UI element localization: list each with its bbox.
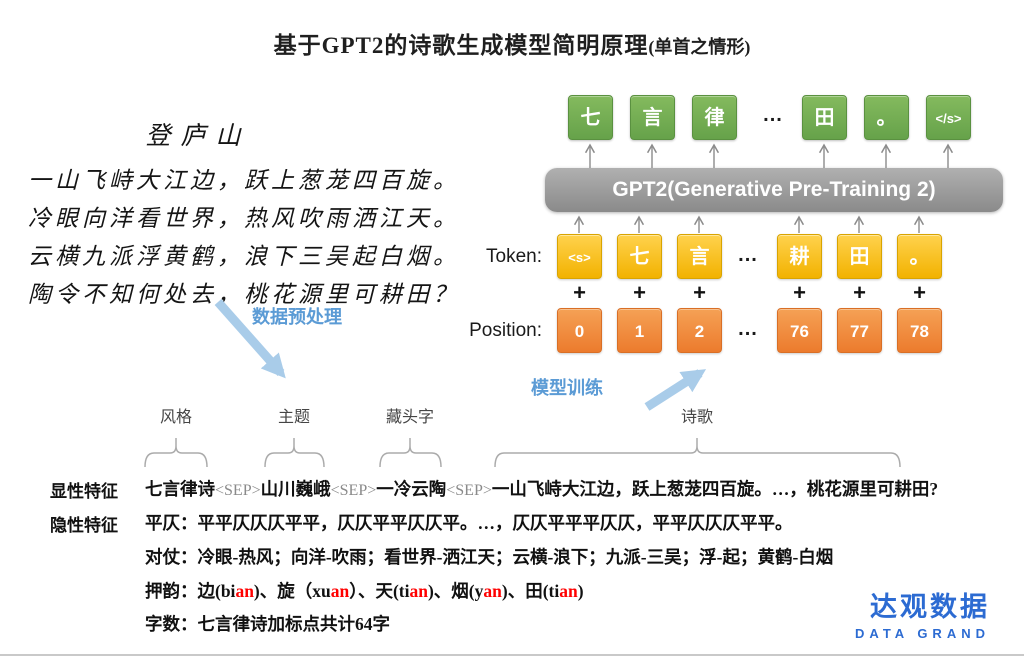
yayun-segment: 边(bi (197, 581, 236, 601)
output-token-box: 律 (692, 95, 737, 140)
brace-label-acrostic: 藏头字 (385, 409, 434, 426)
yayun-segment: )、田(ti (501, 581, 560, 601)
duizhang-row: 对仗：冷眼-热风；向洋-吹雨；看世界-洒江天；云横-浪下；九派-三吴；浮-起；黄… (145, 544, 1015, 569)
output-token-box: </s> (926, 95, 971, 140)
explicit-segment: 一山飞峙大江边，跃上葱茏四百旋。…，桃花源里可耕田? (491, 479, 939, 499)
yayun-row: 押韵：边(bian)、旋（xuan）、天(tian)、烟(yan)、田(tian… (145, 578, 1015, 603)
zishu-text: 七言律诗加标点共计64字 (197, 614, 391, 634)
explicit-segment: 山川巍峨 (260, 479, 331, 499)
yayun-segment: )、旋（xu (253, 581, 331, 601)
output-token-box: 七 (568, 95, 613, 140)
brace-label-poem: 诗歌 (680, 409, 713, 426)
poem-line: 一山飞峙大江边，跃上葱茏四百旋。 (28, 168, 460, 194)
ellipsis: ... (738, 318, 758, 340)
yayun-segment: )、烟(y (427, 581, 484, 601)
sep-tag: <SEP> (446, 482, 492, 499)
yayun-rhyme: an (483, 581, 502, 601)
plus-sign: + (793, 280, 806, 305)
output-token-box: 。 (864, 95, 909, 140)
duizhang-text: 冷眼-热风；向洋-吹雨；看世界-洒江天；云横-浪下；九派-三吴；浮-起；黄鹤-白… (197, 547, 834, 567)
ellipsis: ... (763, 104, 783, 126)
gpt2-model-bar: GPT2(Generative Pre-Training 2) (545, 168, 1003, 212)
output-token-box: 田 (802, 95, 847, 140)
input-token-box: 言 (677, 234, 722, 279)
position-box: 2 (677, 308, 722, 353)
yayun-segment: ）、天(ti (349, 581, 410, 601)
position-box: 0 (557, 308, 602, 353)
position-box: 76 (777, 308, 822, 353)
brace-label-style: 风格 (159, 409, 192, 426)
poem-title: 登庐山 (145, 121, 251, 150)
sep-tag: <SEP> (215, 482, 261, 499)
logo-en-text: DATA GRAND (855, 626, 990, 641)
output-token-box: 言 (630, 95, 675, 140)
up-arrow-icon (573, 215, 925, 233)
brace-icon (144, 438, 901, 468)
input-token-box: 耕 (777, 234, 822, 279)
plus-sign: + (913, 280, 926, 305)
implicit-feature-label: 隐性特征 (50, 516, 118, 535)
brace-label-theme: 主题 (277, 409, 310, 426)
input-token-box: 田 (837, 234, 882, 279)
explicit-segment: 七言律诗 (145, 479, 215, 499)
poem-line: 陶令不知何处去，桃花源里可耕田？ (28, 282, 460, 308)
input-token-box: <s> (557, 234, 602, 279)
yayun-segment: ) (577, 581, 584, 601)
slide-bottom-divider (0, 654, 1024, 656)
explicit-feature-label: 显性特征 (50, 482, 118, 501)
sep-tag: <SEP> (330, 482, 377, 499)
position-box: 77 (837, 308, 882, 353)
input-token-box: 。 (897, 234, 942, 279)
yayun-rhyme: an (235, 581, 254, 601)
yayun-label: 押韵： (145, 581, 198, 601)
plus-sign: + (693, 280, 706, 305)
ellipsis: ... (738, 244, 758, 266)
position-box: 78 (897, 308, 942, 353)
yayun-rhyme: an (559, 581, 578, 601)
datagrand-logo: 达观数据 DATA GRAND (855, 585, 990, 641)
token-row-label: Token: (486, 246, 542, 267)
pingze-label: 平仄： (145, 513, 198, 533)
train-arrow-icon (644, 369, 707, 411)
poem-line: 冷眼向洋看世界，热风吹雨洒江天。 (28, 206, 460, 232)
pingze-text: 平平仄仄仄平平，仄仄平平仄仄平。…，仄仄平平平仄仄，平平仄仄仄平平。 (197, 513, 793, 533)
duizhang-label: 对仗： (145, 547, 198, 567)
title-main: 基于GPT2的诗歌生成模型简明原理 (273, 33, 649, 58)
poem-block: 登庐山 一山飞峙大江边，跃上葱茏四百旋。 冷眼向洋看世界，热风吹雨洒江天。 云横… (28, 116, 460, 314)
plus-sign: + (573, 280, 586, 305)
explicit-feature-row: 七言律诗<SEP>山川巍峨<SEP>一冷云陶<SEP>一山飞峙大江边，跃上葱茏四… (145, 476, 1015, 501)
page-title: 基于GPT2的诗歌生成模型简明原理(单首之情形) (0, 26, 1024, 60)
up-arrow-icon (584, 143, 954, 168)
yayun-rhyme: an (330, 581, 350, 601)
position-row-label: Position: (469, 320, 542, 341)
logo-cn-text: 达观数据 (870, 592, 990, 622)
plus-sign: + (853, 280, 866, 305)
zishu-row: 字数：七言律诗加标点共计64字 (145, 611, 1015, 636)
train-label: 模型训练 (531, 378, 603, 398)
zishu-label: 字数： (145, 614, 198, 634)
explicit-segment: 一冷云陶 (376, 479, 447, 499)
preprocess-label: 数据预处理 (252, 307, 342, 327)
title-sub: (单首之情形) (648, 37, 751, 57)
plus-sign: + (633, 280, 646, 305)
pingze-row: 平仄：平平仄仄仄平平，仄仄平平仄仄平。…，仄仄平平平仄仄，平平仄仄仄平平。 (145, 510, 1015, 535)
input-token-box: 七 (617, 234, 662, 279)
poem-line: 云横九派浮黄鹤，浪下三吴起白烟。 (28, 244, 460, 270)
yayun-rhyme: an (409, 581, 428, 601)
position-box: 1 (617, 308, 662, 353)
